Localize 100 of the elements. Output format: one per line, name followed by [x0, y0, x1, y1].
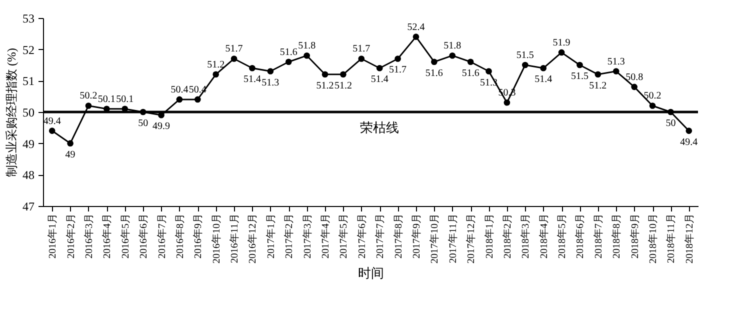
data-label: 51.8 [298, 40, 316, 52]
y-tick-label: 50 [22, 106, 34, 120]
point [486, 68, 492, 74]
x-tick-label: 2017年9月 [410, 214, 422, 258]
point [85, 102, 92, 109]
data-label: 51.6 [425, 68, 443, 79]
y-tick-label: 47 [22, 200, 34, 214]
x-tick-label: 2017年1月 [264, 214, 277, 258]
point [176, 96, 183, 103]
x-tick-label: 2017年7月 [374, 214, 386, 258]
data-label: 51.8 [444, 40, 462, 52]
point [285, 58, 292, 66]
data-label: 51.7 [352, 44, 370, 55]
point [449, 52, 456, 59]
data-label: 51.7 [225, 44, 243, 55]
x-tick-label: 2016年11月 [228, 214, 241, 264]
data-label: 51.4 [534, 74, 552, 86]
x-tick-label: 2018年8月 [610, 214, 623, 258]
data-label: 51.2 [334, 80, 352, 92]
x-tick-label: 2016年4月 [101, 214, 114, 258]
x-axis-title: 时间 [358, 266, 384, 280]
x-tick-label: 2016年2月 [64, 214, 77, 258]
x-tick-label: 2017年11月 [446, 214, 459, 264]
y-tick-label: 49 [22, 136, 34, 151]
x-tick-label: 2018年12月 [683, 214, 696, 264]
point [230, 56, 238, 62]
point [504, 99, 510, 106]
x-tick-label: 2016年10月 [210, 214, 222, 264]
data-label: 50 [138, 118, 148, 129]
point [431, 58, 438, 66]
x-tick-label: 2016年8月 [174, 214, 186, 258]
x-tick-label: 2016年7月 [156, 214, 168, 258]
data-label: 51.2 [589, 80, 607, 92]
point [631, 84, 638, 90]
x-tick-label: 2017年2月 [283, 214, 296, 258]
point [194, 96, 201, 103]
data-label: 51.3 [607, 56, 625, 68]
point [340, 71, 346, 78]
x-tick-label: 2017年12月 [465, 214, 478, 264]
x-tick-label: 2017年10月 [428, 214, 441, 264]
point [558, 49, 565, 56]
x-tick-label: 2018年7月 [592, 214, 604, 258]
data-label: 52.4 [407, 22, 425, 33]
data-label: 49.4 [43, 116, 61, 127]
data-label: 50.1 [98, 94, 116, 105]
x-tick-label: 2016年6月 [138, 214, 150, 258]
x-tick-label: 2018年1月 [483, 214, 496, 258]
data-label: 51.4 [243, 74, 261, 86]
point [212, 71, 220, 78]
point [394, 56, 401, 62]
y-axis-title: 制造业采购经理指数 (%) [4, 48, 18, 177]
data-label: 51.6 [280, 46, 298, 58]
data-label: 51.3 [262, 77, 280, 88]
x-tick-label: 2017年6月 [356, 214, 368, 258]
y-tick-label: 48 [22, 168, 34, 182]
data-label: 51.6 [462, 68, 480, 79]
point [267, 68, 274, 74]
data-label: 50.2 [644, 90, 662, 102]
x-tick-label: 2018年3月 [520, 214, 532, 258]
x-tick-label: 2016年9月 [192, 214, 204, 258]
data-label: 51.4 [370, 74, 388, 86]
data-label: 51.5 [516, 50, 534, 61]
point [594, 71, 602, 78]
x-tick-label: 2017年8月 [392, 214, 404, 258]
point [686, 128, 692, 134]
data-label: 51.2 [207, 59, 225, 70]
point [304, 52, 310, 59]
x-tick-label: 2017年3月 [301, 214, 314, 258]
point [249, 64, 256, 72]
data-label: 51.2 [316, 80, 334, 92]
point [522, 62, 528, 68]
x-tick-label: 2018年9月 [628, 214, 641, 258]
point [358, 56, 365, 62]
ref-line-label: 荣枯线 [360, 120, 400, 135]
point [412, 34, 420, 40]
data-label: 50.4 [170, 84, 188, 96]
y-tick-label: 52 [22, 42, 34, 57]
data-label: 51.7 [389, 64, 407, 76]
point [540, 64, 547, 72]
data-label: 49.9 [152, 121, 170, 132]
x-tick-label: 2016年1月 [46, 214, 59, 258]
y-tick-label: 51 [22, 74, 34, 88]
data-label: 51.9 [552, 37, 570, 48]
data-label: 50.2 [80, 90, 98, 102]
data-label: 49 [65, 149, 76, 160]
x-tick-label: 2016年12月 [246, 214, 259, 264]
x-tick-label: 2016年5月 [119, 214, 132, 258]
x-tick-label: 2017年5月 [338, 214, 350, 258]
point [467, 58, 474, 66]
x-tick-label: 2018年4月 [538, 214, 550, 258]
point [322, 71, 328, 78]
y-tick-label: 53 [22, 12, 34, 26]
x-tick-label: 2018年6月 [574, 214, 586, 258]
x-tick-label: 2018年11月 [665, 214, 678, 264]
data-label: 50.1 [116, 94, 134, 105]
x-tick-label: 2018年10月 [647, 214, 660, 264]
data-label: 49.4 [680, 136, 698, 148]
data-label: 50.8 [626, 72, 644, 83]
data-label: 51.5 [570, 71, 588, 82]
x-tick-label: 2018年5月 [556, 214, 568, 258]
